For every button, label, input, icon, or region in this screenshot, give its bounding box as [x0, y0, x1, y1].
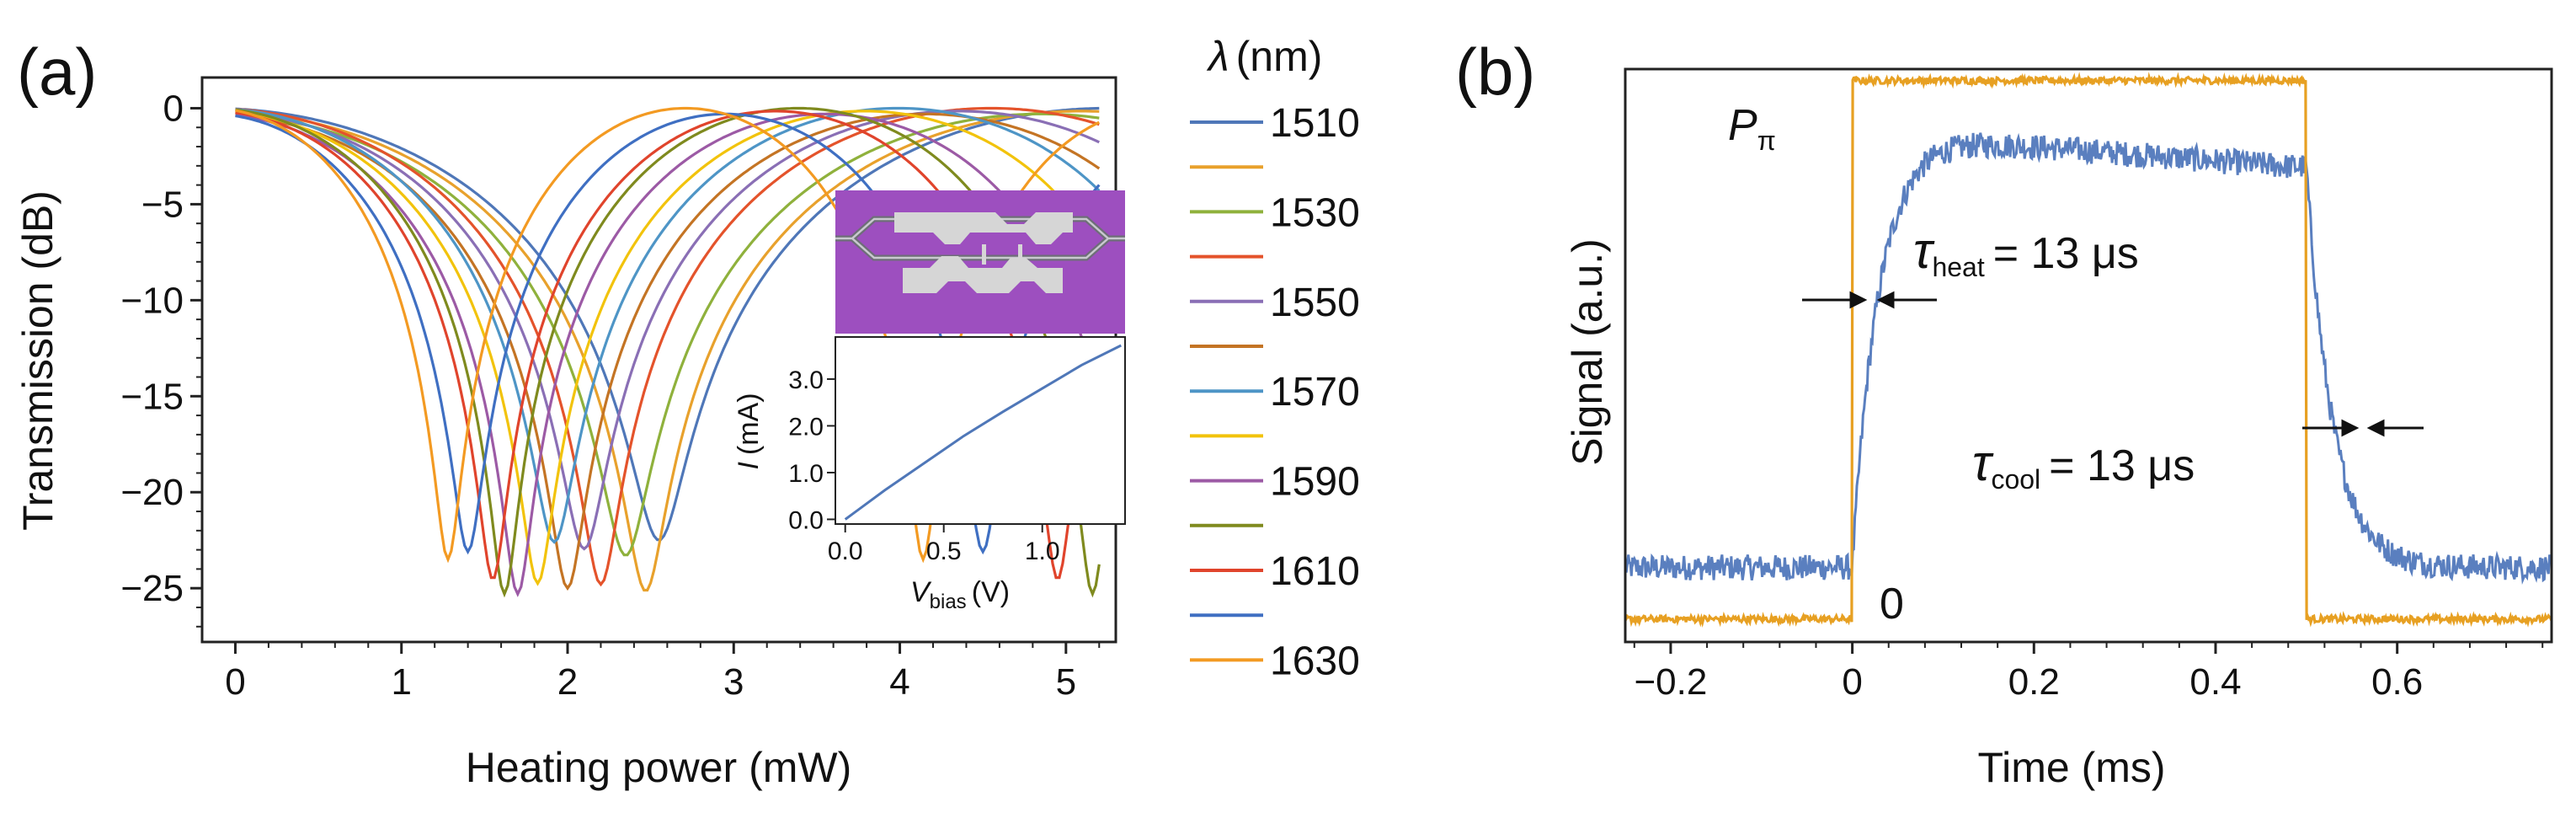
heater-bridge: [1018, 244, 1022, 265]
legend-label: 1610: [1270, 549, 1360, 594]
legend-label: 1510: [1270, 101, 1360, 146]
legend-label: 1630: [1270, 639, 1360, 683]
panel-b-chart: −0.2 0 0.2 0.4 0.6 Time (ms) Signal (a.u.) P…: [1564, 67, 2553, 791]
panel-a-y-tick-label: −10: [120, 280, 184, 321]
panel-b-x-tick-label: 0: [1842, 661, 1862, 703]
tau-cool-arrows: [2302, 419, 2424, 437]
legend-label: 1550: [1270, 281, 1360, 325]
micrograph-background: [835, 190, 1125, 334]
tau-heat-arrows: [1802, 291, 1937, 309]
inset-micrograph: [835, 190, 1125, 334]
panel-a-y-tick-label: −15: [120, 376, 184, 417]
panel-b-frame: [1624, 67, 2553, 644]
inset-x-tick-label: 0.5: [926, 538, 962, 565]
panel-a-x-axis-title: Heating power (mW): [466, 744, 851, 791]
panel-a-chart: 0 1 2 3 4 5 0 −5 −10 −15 −20 −25 Heating power (mW…: [14, 76, 1126, 791]
inset-y-tick-label: 1.0: [788, 460, 824, 488]
inset-series: [844, 344, 1122, 521]
legend: λ (nm) 1510 1530 1550 1570 1590 1610 1630: [1190, 33, 1360, 683]
inset-x-tick-label: 0.0: [828, 538, 863, 565]
tau-heat-label: τheat = 13 μs: [1913, 222, 2139, 282]
inset-y-axis-title: I(mA): [733, 393, 765, 469]
panel-b-x-tick-label: −0.2: [1634, 661, 1707, 703]
panel-a-y-ticks: 0 −5 −10 −15 −20 −25: [120, 88, 202, 628]
legend-label: 1530: [1270, 190, 1360, 235]
inset-x-axis-title: Vbias (V): [910, 576, 1010, 613]
series-line-1580: [235, 110, 1101, 586]
panel-a-x-ticks: 0 1 2 3 4 5: [225, 642, 1101, 703]
inset-iv-line: [844, 344, 1122, 521]
inset-y-tick-label: 2.0: [788, 413, 824, 441]
legend-title: λ (nm): [1206, 33, 1322, 80]
panel-a-x-tick-label: 0: [225, 661, 245, 703]
panel-a-y-tick-label: −20: [120, 472, 184, 513]
panel-b-y-axis-title: Signal (a.u.): [1564, 238, 1611, 466]
panel-a-x-tick-label: 2: [557, 661, 578, 703]
panel-b-x-axis-title: Time (ms): [1977, 744, 2165, 791]
inset-y-ticks: 0.0 1.0 2.0 3.0: [788, 366, 835, 534]
panel-a-x-tick-label: 4: [889, 661, 909, 703]
panel-a-y-tick-label: 0: [163, 88, 184, 129]
inset-x-ticks: 0.0 0.5 1.0: [828, 524, 1060, 565]
inset-iv-plot: 0.0 0.5 1.0 0.0 1.0 2.0 3.0 Vbias (V) I(mA): [733, 336, 1126, 613]
response-trace: [1625, 132, 2552, 585]
drive-trace: [1625, 72, 2552, 628]
heater-bridge: [982, 244, 986, 265]
tau-heat-arrowhead-left: [1849, 291, 1868, 309]
series-line-1590: [235, 112, 1101, 597]
series-line-1520: [235, 110, 1100, 592]
tau-cool-arrowhead-right: [2366, 419, 2385, 437]
inset-frame: [835, 336, 1126, 525]
panel-a-x-tick-label: 3: [723, 661, 744, 703]
series-line-1600: [235, 106, 1101, 598]
panel-a-label: (a): [17, 35, 97, 109]
upper-electrode: [894, 212, 1073, 244]
panel-b-x-tick-label: 0.4: [2189, 661, 2241, 703]
tau-heat-arrowhead-right: [1876, 291, 1895, 309]
legend-label: 1570: [1270, 370, 1360, 415]
zero-label: 0: [1880, 580, 1904, 628]
legend-label: 1590: [1270, 460, 1360, 505]
panel-b-label: (b): [1455, 35, 1535, 109]
inset-y-tick-label: 0.0: [788, 506, 824, 534]
series-line-1570: [235, 106, 1101, 544]
tau-cool-arrowhead-left: [2341, 419, 2360, 437]
panel-b-x-tick-label: 0.2: [2008, 661, 2060, 703]
panel-b-x-tick-label: 0.6: [2371, 661, 2423, 703]
lower-electrode: [903, 256, 1063, 293]
panel-b-series: [1625, 72, 2552, 628]
p-pi-label: Pπ: [1728, 101, 1776, 156]
inset-x-tick-label: 1.0: [1025, 538, 1060, 565]
panel-a-y-axis-title: Transmission (dB): [14, 190, 61, 531]
series-line-1550: [235, 110, 1100, 551]
series-line-1510: [235, 106, 1100, 542]
panel-a-x-tick-label: 1: [391, 661, 411, 703]
panel-a-y-tick-label: −5: [141, 184, 184, 225]
panel-b-x-ticks: −0.2 0 0.2 0.4 0.6: [1633, 642, 2544, 703]
panel-a-y-tick-label: −25: [120, 568, 184, 609]
inset-y-tick-label: 3.0: [788, 366, 824, 394]
tau-cool-label: τcool = 13 μs: [1972, 435, 2195, 495]
panel-a-x-tick-label: 5: [1056, 661, 1076, 703]
legend-items: 1510 1530 1550 1570 1590 1610 1630: [1190, 101, 1360, 683]
